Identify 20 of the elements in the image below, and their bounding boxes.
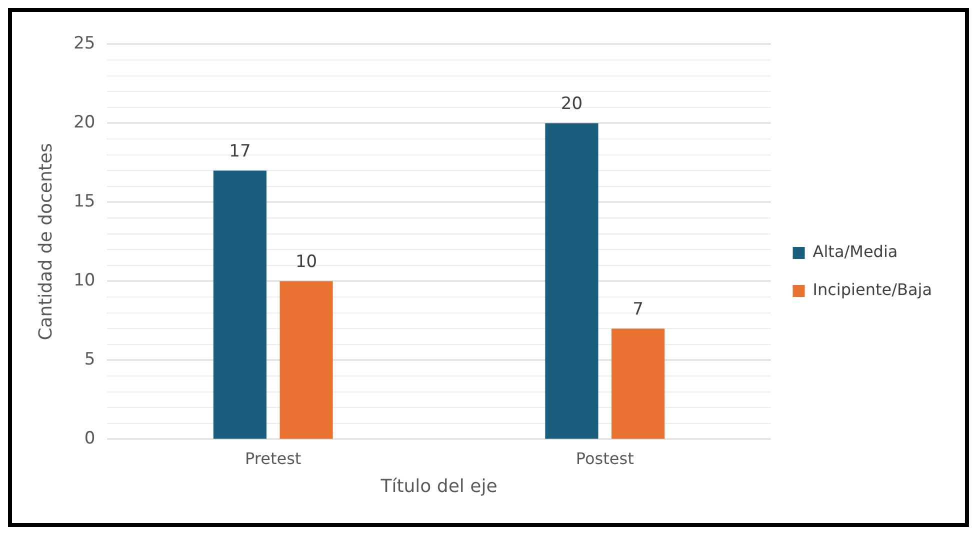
legend-label: Incipiente/Baja bbox=[812, 280, 932, 300]
bar bbox=[213, 170, 266, 439]
x-tick-label: Pretest bbox=[245, 448, 302, 468]
data-label: 7 bbox=[632, 300, 644, 320]
y-tick-label: 20 bbox=[74, 112, 96, 133]
legend-label: Alta/Media bbox=[812, 242, 898, 262]
data-label: 17 bbox=[229, 142, 251, 162]
y-tick-label: 10 bbox=[74, 270, 96, 291]
y-tick-label: 15 bbox=[74, 192, 96, 212]
data-label: 10 bbox=[295, 252, 318, 272]
bar bbox=[545, 123, 598, 439]
bar bbox=[612, 328, 665, 439]
data-label: 20 bbox=[560, 94, 583, 114]
y-axis-title: Cantidad de docentes bbox=[35, 143, 56, 340]
x-tick-label: Postest bbox=[576, 448, 634, 468]
y-tick-label: 0 bbox=[84, 428, 96, 449]
y-tick-label: 5 bbox=[84, 350, 96, 370]
bar bbox=[280, 281, 333, 439]
y-tick-label: 25 bbox=[74, 34, 96, 54]
x-axis-title: Título del eje bbox=[380, 476, 498, 497]
